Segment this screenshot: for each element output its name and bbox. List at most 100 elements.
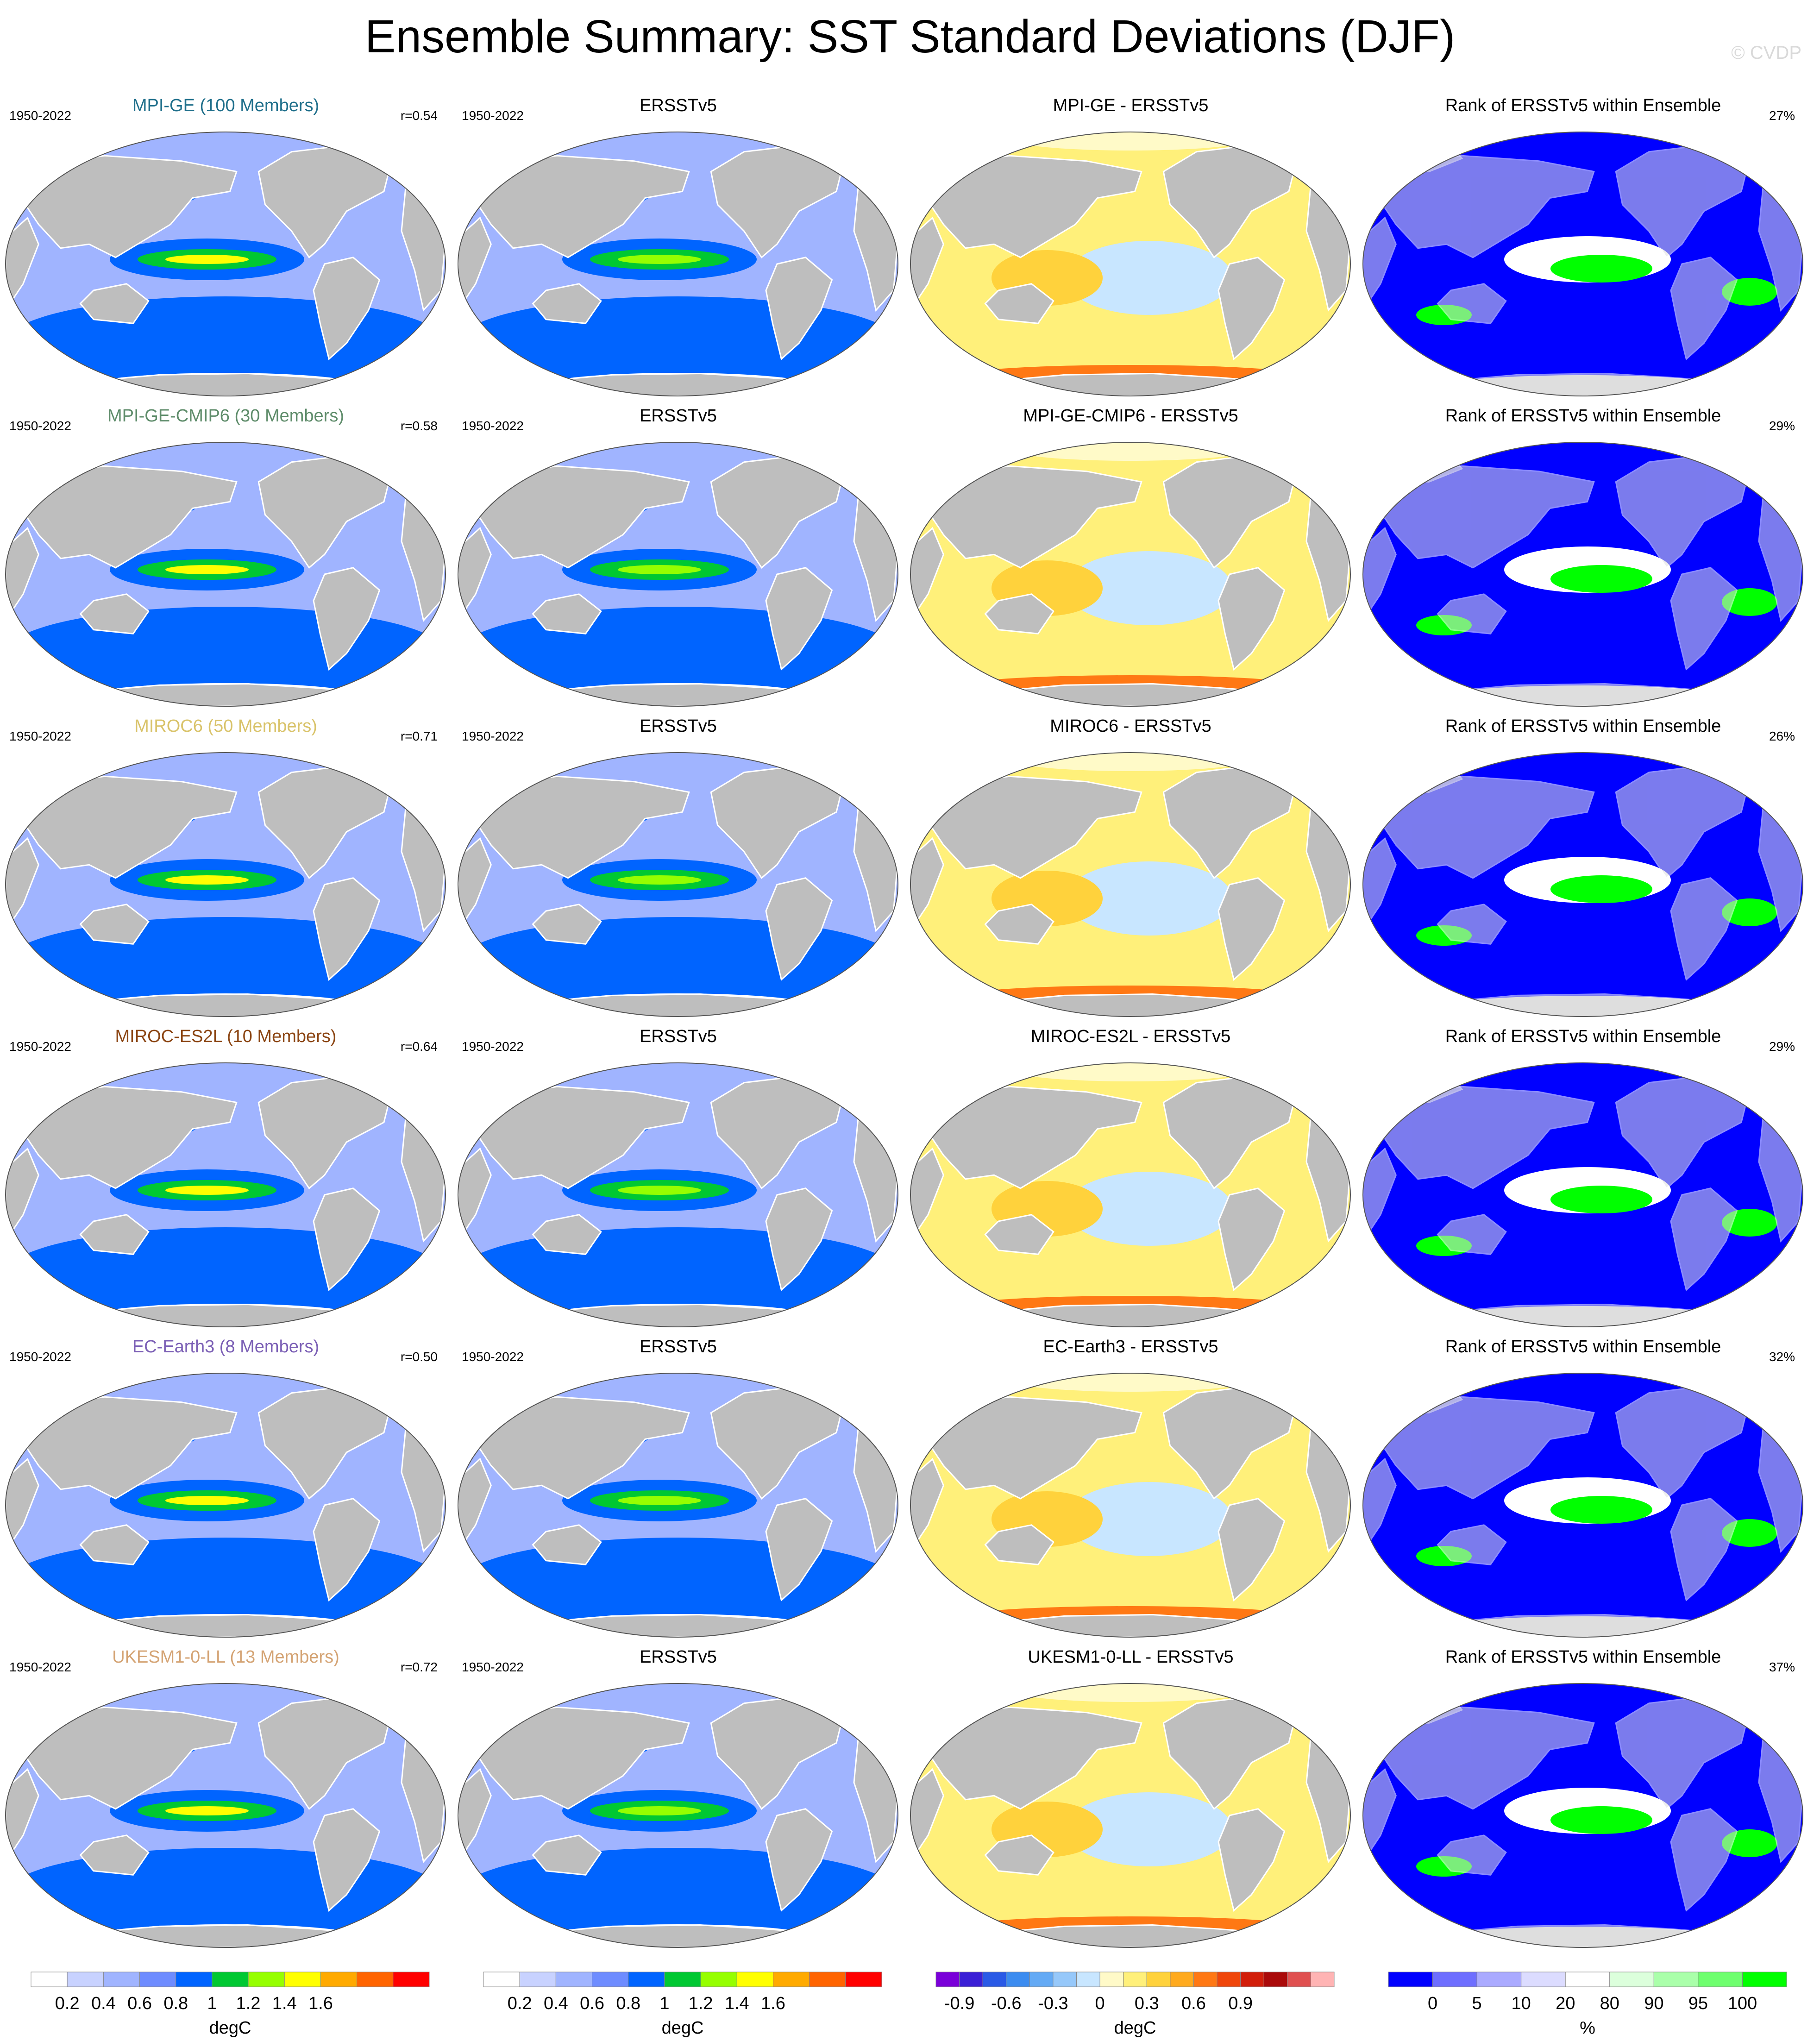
colorbar-swatch — [284, 1972, 321, 1987]
colorbar-swatch — [1432, 1972, 1477, 1987]
pattern-correlation: r=0.50 — [400, 1350, 438, 1364]
south-america-shape — [1218, 567, 1286, 671]
eurasia-shape — [920, 465, 1142, 569]
rank-high-region — [1550, 1496, 1652, 1524]
model-panel: MIROC6 (50 Members) 1950-2022 r=0.71 — [0, 709, 452, 1018]
colorbar-swatch — [592, 1972, 629, 1987]
south-america-shape — [313, 257, 381, 360]
colorbar-swatch — [736, 1972, 773, 1987]
model-panel: MPI-GE-CMIP6 (30 Members) 1950-2022 r=0.58 — [0, 398, 452, 708]
colorbar-swatch — [1310, 1972, 1335, 1987]
colorbar-tick-label: 0 — [1095, 1994, 1105, 2013]
colorbar-swatch — [845, 1972, 882, 1987]
eurasia-shape — [15, 155, 238, 258]
colorbar-diff-graphic: -0.9 -0.6 -0.3 0 0.3 0.6 0.9 — [935, 1972, 1335, 2013]
enso-peak — [165, 1806, 249, 1815]
colorbar-tick-label: 0.6 — [1181, 1994, 1206, 2013]
map-obs — [458, 132, 898, 396]
south-america-shape — [313, 567, 381, 671]
colorbar-swatch — [1099, 1972, 1124, 1987]
obs-title: ERSSTv5 — [640, 716, 717, 736]
map-outline — [458, 132, 898, 396]
page-title: Ensemble Summary: SST Standard Deviation… — [364, 11, 1456, 63]
ensemble-row: EC-Earth3 (8 Members) 1950-2022 r=0.50 ERSS… — [0, 1329, 1820, 1639]
diff-title: MPI-GE-CMIP6 - ERSSTv5 — [1023, 406, 1238, 426]
obs-title: ERSSTv5 — [640, 406, 717, 426]
australia-shape — [1437, 283, 1507, 324]
colorbar-swatch — [1742, 1972, 1787, 1987]
south-america-shape — [1218, 1498, 1286, 1601]
colorbar-tick-label: 1.4 — [272, 1994, 297, 2013]
africa-shape — [910, 837, 944, 926]
eurasia-shape — [1373, 1086, 1595, 1189]
colorbar-swatch — [935, 1972, 960, 1987]
model-panel: UKESM1-0-LL (13 Members) 1950-2022 r=0.72 — [0, 1639, 452, 1949]
eurasia-shape — [920, 775, 1142, 879]
colorbar-swatch — [1287, 1972, 1311, 1987]
colorbar-std-model-graphic: 0.2 0.4 0.6 0.8 1 1.2 1.4 1.6 — [31, 1972, 430, 2013]
obs-title: ERSSTv5 — [640, 1027, 717, 1046]
africa-shape — [1363, 216, 1397, 306]
ensemble-row: UKESM1-0-LL (13 Members) 1950-2022 r=0.72 E… — [0, 1639, 1820, 1949]
colorbar-tick-label: 0.9 — [1228, 1994, 1253, 2013]
pattern-correlation: r=0.71 — [400, 729, 438, 743]
ensemble-row: MPI-GE (100 Members) 1950-2022 r=0.54 ERSST… — [0, 88, 1820, 397]
colorbar-rank: 0 5 10 20 80 90 95 100 % — [1386, 1967, 1789, 2038]
map-outline — [5, 1062, 446, 1327]
ensemble-row: MPI-GE-CMIP6 (30 Members) 1950-2022 r=0.58… — [0, 398, 1820, 708]
colorbar-unit: % — [1580, 2018, 1595, 2038]
colorbar-swatch — [212, 1972, 249, 1987]
obs-panel: ERSSTv5 1950-2022 — [452, 1639, 904, 1949]
map-rank — [1362, 1062, 1803, 1327]
period-label: 1950-2022 — [9, 108, 71, 123]
australia-shape — [984, 904, 1054, 945]
map-outline — [5, 1683, 446, 1948]
south-america-shape — [1670, 1808, 1738, 1912]
africa-shape — [6, 1768, 39, 1857]
colorbar-tick-label: 0.4 — [544, 1994, 568, 2013]
colorbar-swatch — [1193, 1972, 1218, 1987]
australia-shape — [1437, 593, 1507, 634]
rank-panel: Rank of ERSSTv5 within Ensemble 32% — [1357, 1329, 1809, 1639]
colorbar-swatch — [1565, 1972, 1610, 1987]
colorbar-swatch — [1609, 1972, 1654, 1987]
australia-shape — [79, 1524, 150, 1565]
eurasia-shape — [468, 155, 690, 258]
eurasia-shape — [15, 1086, 238, 1189]
rank-panel: Rank of ERSSTv5 within Ensemble 37% — [1357, 1639, 1809, 1949]
diff-title: MIROC-ES2L - ERSSTv5 — [1030, 1027, 1231, 1046]
negative-anomaly — [1066, 551, 1232, 625]
colorbar-rank-graphic: 0 5 10 20 80 90 95 100 — [1388, 1972, 1787, 2013]
colorbar-tick-label: 1.2 — [689, 1994, 713, 2013]
colorbar-tick-label: 100 — [1728, 1994, 1757, 2013]
australia-shape — [984, 593, 1054, 634]
rank-percent: 27% — [1769, 108, 1795, 123]
australia-shape — [984, 1214, 1054, 1255]
africa-shape — [6, 1147, 39, 1237]
map-outline — [910, 132, 1351, 396]
colorbar-swatch — [772, 1972, 810, 1987]
map-diff — [910, 132, 1351, 396]
colorbar-std-model: 0.2 0.4 0.6 0.8 1 1.2 1.4 1.6 degC — [29, 1967, 432, 2038]
africa-shape — [6, 837, 39, 926]
colorbar-swatch — [809, 1972, 846, 1987]
colorbar-tick-label: 0.6 — [127, 1994, 152, 2013]
australia-shape — [1437, 1834, 1507, 1876]
diff-panel: MIROC-ES2L - ERSSTv5 — [905, 1019, 1356, 1328]
africa-shape — [910, 1768, 944, 1857]
south-america-shape — [765, 257, 833, 360]
negative-anomaly — [1066, 1482, 1232, 1556]
map-diff — [910, 442, 1351, 707]
rank-high-region — [1550, 1186, 1652, 1213]
map-outline — [5, 1373, 446, 1638]
map-outline — [1362, 442, 1803, 707]
period-label: 1950-2022 — [9, 729, 71, 743]
colorbar-swatch — [700, 1972, 737, 1987]
enso-peak — [618, 565, 701, 574]
diff-title: MIROC6 - ERSSTv5 — [1050, 716, 1211, 736]
colorbar-swatch — [248, 1972, 285, 1987]
ensemble-row: MIROC6 (50 Members) 1950-2022 r=0.71 ERSSTv… — [0, 709, 1820, 1018]
africa-shape — [1363, 837, 1397, 926]
eurasia-shape — [920, 1706, 1142, 1810]
model-title: MPI-GE-CMIP6 (30 Members) — [107, 406, 344, 426]
